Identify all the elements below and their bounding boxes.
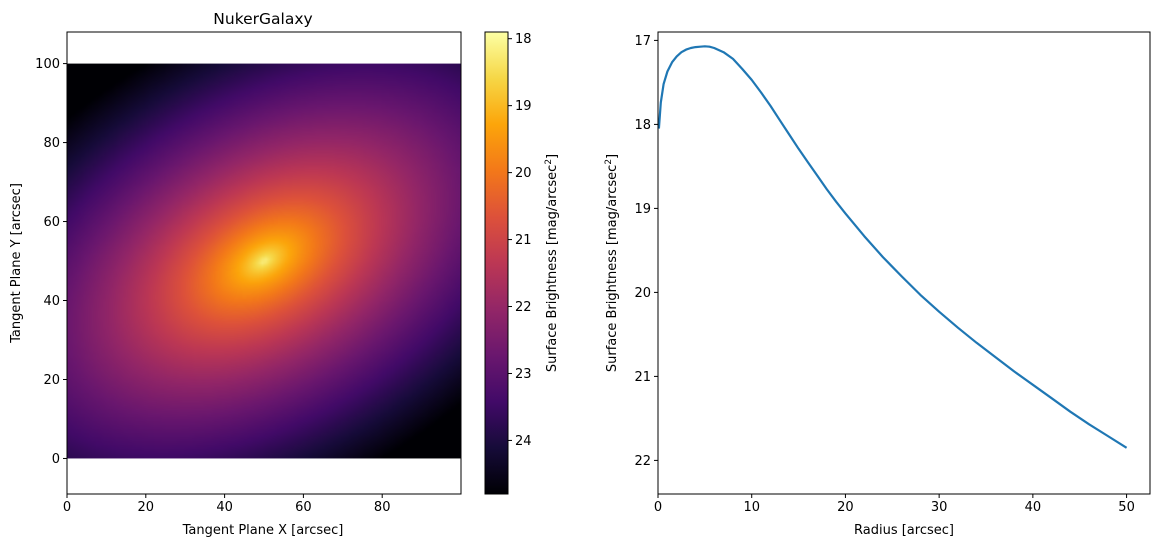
right-y-label-end: ] — [605, 154, 620, 159]
left-y-ticks: 0 20 40 60 80 100 — [35, 57, 67, 467]
galaxy-image — [67, 63, 461, 459]
right-panel: 0 10 20 30 40 50 17 18 19 20 21 22 Radius [arcsec]… — [604, 31, 1151, 538]
left-x-tick-label-4: 80 — [374, 500, 391, 515]
right-y-label-sup: 2 — [604, 159, 614, 165]
left-x-tick-label-3: 60 — [295, 500, 312, 515]
right-y-tick-label-4: 21 — [634, 370, 651, 385]
left-y-tick-label-3: 60 — [43, 215, 60, 230]
colorbar: 18 19 20 21 22 23 24 Surface Brightness [mag/a… — [484, 31, 560, 495]
left-x-tick-label-2: 40 — [216, 500, 233, 515]
left-panel: NukerGalaxy 0 20 40 60 80 0 20 40 60 80 100 Tange… — [9, 10, 462, 538]
colorbar-tick-label-5: 23 — [515, 367, 532, 382]
right-x-axis-label: Radius [arcsec] — [854, 523, 954, 538]
colorbar-label-main: Surface Brightness [mag/arcsec — [545, 165, 560, 372]
right-x-tick-label-5: 50 — [1118, 500, 1135, 515]
right-y-tick-label-5: 22 — [634, 454, 651, 469]
colorbar-tick-label-4: 22 — [515, 300, 532, 315]
left-x-axis-label: Tangent Plane X [arcsec] — [182, 523, 344, 538]
right-x-tick-label-4: 40 — [1025, 500, 1042, 515]
left-y-tick-label-4: 80 — [43, 136, 60, 151]
left-axes-frame — [66, 31, 462, 495]
right-axes-frame — [657, 31, 1151, 495]
colorbar-label: Surface Brightness [mag/arcsec2] — [544, 154, 560, 372]
right-x-tick-label-3: 30 — [931, 500, 948, 515]
left-y-tick-label-2: 40 — [43, 294, 60, 309]
colorbar-tick-label-3: 21 — [515, 233, 532, 248]
colorbar-frame — [484, 31, 509, 495]
left-x-tick-label-1: 20 — [138, 500, 155, 515]
left-x-tick-label-0: 0 — [63, 500, 71, 515]
right-x-ticks: 0 10 20 30 40 50 — [654, 494, 1135, 515]
right-y-label-main: Surface Brightness [mag/arcsec — [605, 165, 620, 372]
colorbar-label-sup: 2 — [544, 159, 554, 165]
left-x-ticks: 0 20 40 60 80 — [63, 494, 391, 515]
left-y-axis-label: Tangent Plane Y [arcsec] — [9, 183, 24, 344]
right-x-tick-label-1: 10 — [743, 500, 760, 515]
colorbar-label-end: ] — [545, 154, 560, 159]
colorbar-tick-label-6: 24 — [515, 434, 532, 449]
colorbar-tick-label-2: 20 — [515, 166, 532, 181]
profile-line — [658, 45, 1128, 449]
right-x-tick-label-2: 20 — [837, 500, 854, 515]
left-chart-title: NukerGalaxy — [213, 10, 312, 28]
colorbar-tick-label-1: 19 — [515, 99, 532, 114]
right-y-tick-label-1: 18 — [634, 118, 651, 133]
colorbar-gradient — [485, 32, 508, 494]
left-y-tick-label-0: 0 — [52, 452, 60, 467]
right-x-tick-label-0: 0 — [654, 500, 662, 515]
right-y-ticks: 17 18 19 20 21 22 — [634, 34, 658, 469]
colorbar-tick-label-0: 18 — [515, 32, 532, 47]
right-y-tick-label-0: 17 — [634, 34, 651, 49]
colorbar-ticks: 18 19 20 21 22 23 24 — [508, 32, 532, 449]
right-y-tick-label-2: 19 — [634, 202, 651, 217]
right-y-axis-label: Surface Brightness [mag/arcsec2] — [604, 154, 620, 372]
left-y-tick-label-5: 100 — [35, 57, 60, 72]
right-y-tick-label-3: 20 — [634, 286, 651, 301]
left-y-tick-label-1: 20 — [43, 373, 60, 388]
